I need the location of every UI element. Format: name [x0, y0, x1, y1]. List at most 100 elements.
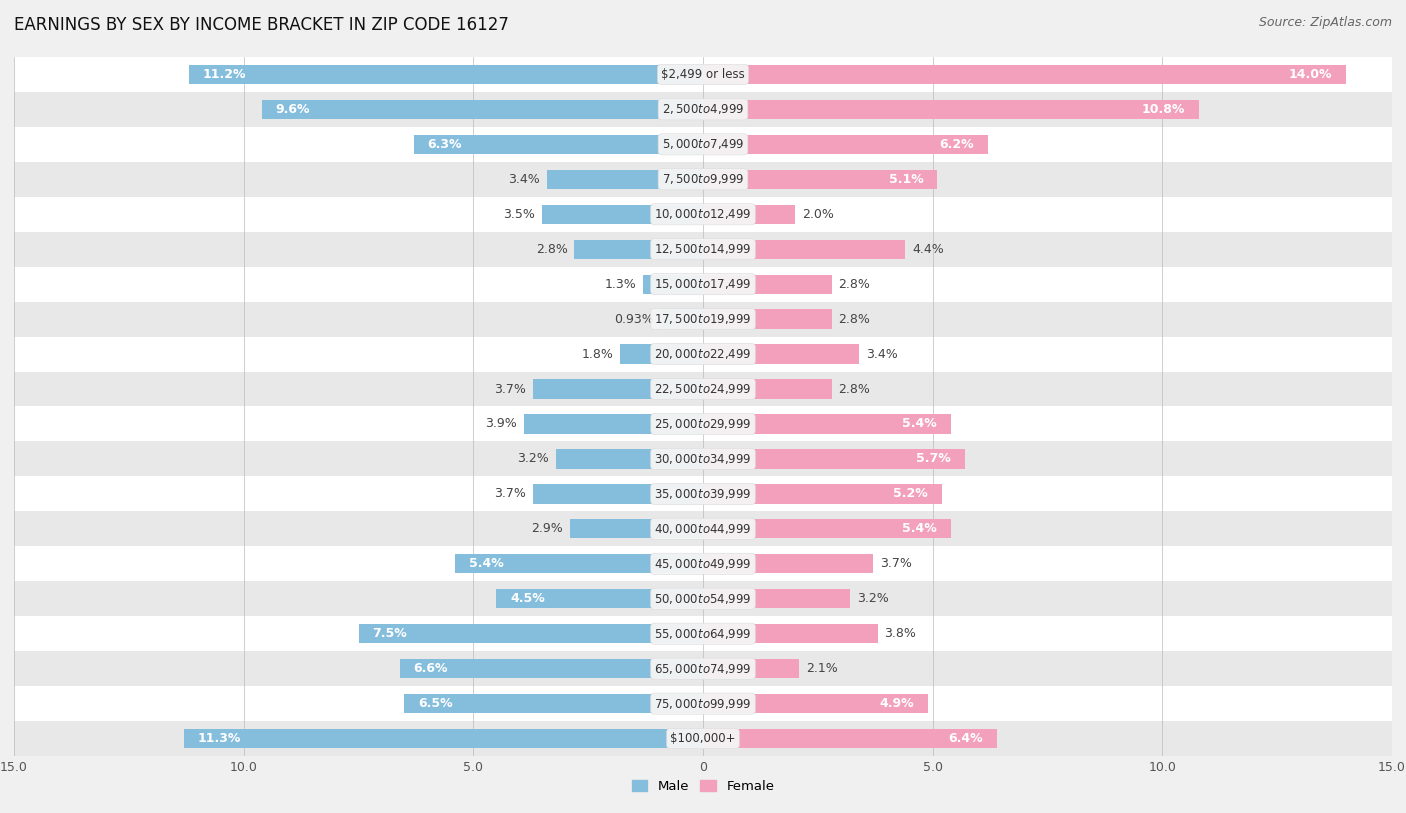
Text: 5.7%: 5.7%: [917, 453, 950, 465]
Text: $40,000 to $44,999: $40,000 to $44,999: [654, 522, 752, 536]
Bar: [188, 65, 703, 84]
Bar: [14, 302, 1392, 337]
Bar: [14, 441, 1392, 476]
Text: $2,500 to $4,999: $2,500 to $4,999: [662, 102, 744, 116]
Bar: [14, 337, 1392, 372]
Text: $17,500 to $19,999: $17,500 to $19,999: [654, 312, 752, 326]
Text: 6.6%: 6.6%: [413, 663, 449, 675]
Text: 10.8%: 10.8%: [1142, 103, 1185, 115]
Text: 3.4%: 3.4%: [866, 348, 898, 360]
Text: 2.0%: 2.0%: [801, 208, 834, 220]
Bar: [703, 450, 965, 468]
Bar: [14, 197, 1392, 232]
Bar: [703, 624, 877, 643]
Text: 5.4%: 5.4%: [903, 523, 938, 535]
Bar: [14, 721, 1392, 756]
Text: $20,000 to $22,499: $20,000 to $22,499: [654, 347, 752, 361]
Text: 6.5%: 6.5%: [418, 698, 453, 710]
Text: EARNINGS BY SEX BY INCOME BRACKET IN ZIP CODE 16127: EARNINGS BY SEX BY INCOME BRACKET IN ZIP…: [14, 16, 509, 34]
Text: $15,000 to $17,499: $15,000 to $17,499: [654, 277, 752, 291]
Legend: Male, Female: Male, Female: [626, 775, 780, 798]
Bar: [644, 275, 703, 293]
Text: $65,000 to $74,999: $65,000 to $74,999: [654, 662, 752, 676]
Text: $2,499 or less: $2,499 or less: [661, 68, 745, 80]
Bar: [14, 232, 1392, 267]
Bar: [575, 240, 703, 259]
Bar: [184, 729, 703, 748]
Text: $50,000 to $54,999: $50,000 to $54,999: [654, 592, 752, 606]
Text: $10,000 to $12,499: $10,000 to $12,499: [654, 207, 752, 221]
Bar: [399, 659, 703, 678]
Text: 5.2%: 5.2%: [893, 488, 928, 500]
Text: 2.8%: 2.8%: [838, 278, 870, 290]
Bar: [620, 345, 703, 363]
Bar: [14, 651, 1392, 686]
Bar: [703, 240, 905, 259]
Text: 6.2%: 6.2%: [939, 138, 974, 150]
Bar: [703, 345, 859, 363]
Text: 1.3%: 1.3%: [605, 278, 637, 290]
Bar: [14, 57, 1392, 92]
Bar: [405, 694, 703, 713]
Text: 11.3%: 11.3%: [198, 733, 242, 745]
Text: 3.7%: 3.7%: [880, 558, 911, 570]
Bar: [14, 476, 1392, 511]
Bar: [703, 275, 831, 293]
Text: 7.5%: 7.5%: [373, 628, 408, 640]
Text: $25,000 to $29,999: $25,000 to $29,999: [654, 417, 752, 431]
Text: 2.1%: 2.1%: [807, 663, 838, 675]
Text: 3.2%: 3.2%: [517, 453, 550, 465]
Bar: [703, 205, 794, 224]
Bar: [533, 380, 703, 398]
Text: 4.5%: 4.5%: [510, 593, 546, 605]
Text: 3.7%: 3.7%: [495, 488, 526, 500]
Bar: [14, 616, 1392, 651]
Bar: [703, 659, 800, 678]
Bar: [569, 520, 703, 538]
Bar: [14, 92, 1392, 127]
Text: 2.8%: 2.8%: [536, 243, 568, 255]
Text: 3.4%: 3.4%: [508, 173, 540, 185]
Text: 0.93%: 0.93%: [613, 313, 654, 325]
Bar: [703, 415, 950, 433]
Bar: [262, 100, 703, 119]
Text: 3.2%: 3.2%: [856, 593, 889, 605]
Bar: [533, 485, 703, 503]
Bar: [14, 162, 1392, 197]
Bar: [703, 170, 938, 189]
Bar: [14, 581, 1392, 616]
Text: 3.7%: 3.7%: [495, 383, 526, 395]
Bar: [14, 372, 1392, 406]
Text: 5.1%: 5.1%: [889, 173, 924, 185]
Text: 6.4%: 6.4%: [949, 733, 983, 745]
Text: 1.8%: 1.8%: [582, 348, 613, 360]
Bar: [703, 589, 851, 608]
Bar: [524, 415, 703, 433]
Bar: [703, 100, 1199, 119]
Bar: [703, 694, 928, 713]
Text: $22,500 to $24,999: $22,500 to $24,999: [654, 382, 752, 396]
Text: 2.8%: 2.8%: [838, 313, 870, 325]
Text: $45,000 to $49,999: $45,000 to $49,999: [654, 557, 752, 571]
Text: $7,500 to $9,999: $7,500 to $9,999: [662, 172, 744, 186]
Bar: [547, 170, 703, 189]
Text: 3.8%: 3.8%: [884, 628, 917, 640]
Bar: [413, 135, 703, 154]
Text: 5.4%: 5.4%: [903, 418, 938, 430]
Text: $12,500 to $14,999: $12,500 to $14,999: [654, 242, 752, 256]
Bar: [496, 589, 703, 608]
Text: $5,000 to $7,499: $5,000 to $7,499: [662, 137, 744, 151]
Text: $75,000 to $99,999: $75,000 to $99,999: [654, 697, 752, 711]
Text: 6.3%: 6.3%: [427, 138, 463, 150]
Text: $35,000 to $39,999: $35,000 to $39,999: [654, 487, 752, 501]
Bar: [703, 485, 942, 503]
Bar: [14, 406, 1392, 441]
Bar: [703, 135, 988, 154]
Bar: [14, 127, 1392, 162]
Text: 4.4%: 4.4%: [912, 243, 943, 255]
Bar: [703, 310, 831, 328]
Text: 5.4%: 5.4%: [468, 558, 503, 570]
Text: $100,000+: $100,000+: [671, 733, 735, 745]
Bar: [703, 65, 1346, 84]
Bar: [703, 380, 831, 398]
